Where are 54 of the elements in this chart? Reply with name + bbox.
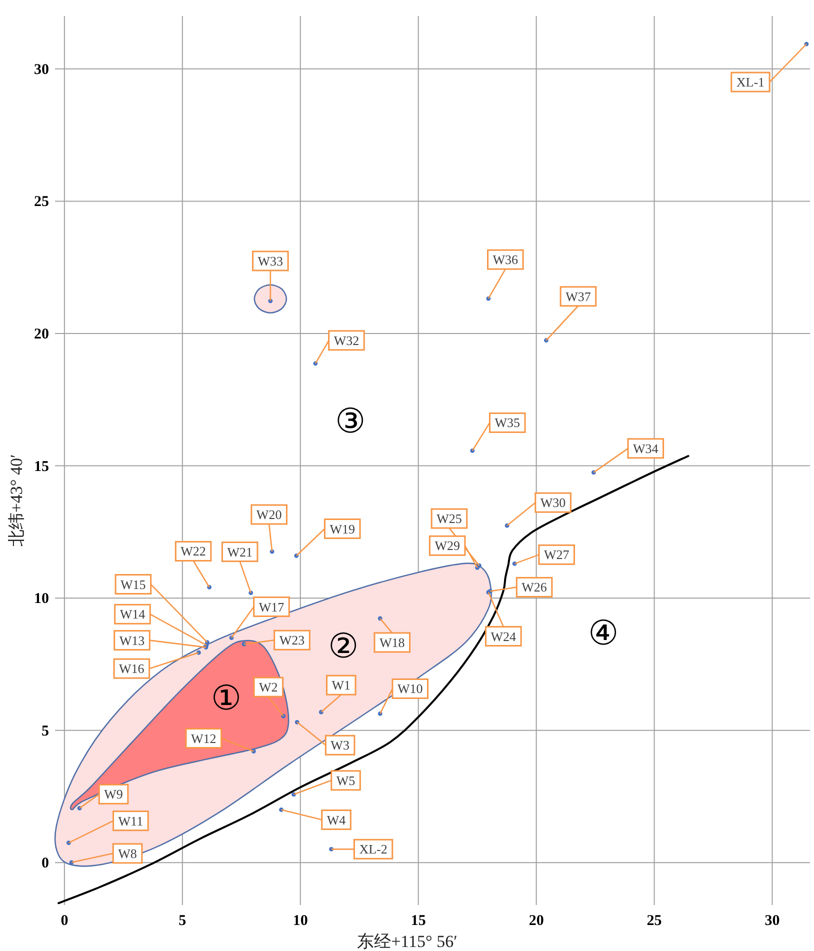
annotation: W24: [490, 628, 517, 644]
annotation: XL-2: [359, 842, 388, 857]
annotation: ②: [328, 626, 359, 666]
annotation: W11: [118, 813, 144, 828]
annotation: ③: [335, 401, 366, 442]
y-tick-label: 0: [42, 856, 49, 872]
annotation: W17: [258, 599, 285, 614]
annotation: W34: [633, 440, 659, 456]
x-tick-label: 25: [646, 913, 662, 929]
annotation: W4: [326, 812, 346, 828]
annotation: XL-1: [736, 74, 765, 90]
annotation: W15: [120, 576, 146, 592]
x-tick-label: 5: [178, 913, 186, 929]
annotation: W10: [397, 681, 423, 696]
x-tick-label: 0: [60, 913, 68, 929]
y-axis-title: 北纬+43° 40′: [7, 454, 26, 547]
annotation: ①: [211, 678, 242, 719]
annotation: W36: [492, 252, 519, 268]
x-tick-label: 20: [528, 913, 544, 929]
annotation: ④: [588, 614, 619, 654]
annotation: W20: [256, 507, 282, 522]
annotation: W32: [334, 332, 360, 348]
annotation: W16: [119, 661, 145, 676]
x-axis-title: 东经+115° 56′: [357, 932, 458, 951]
annotation: W5: [336, 772, 356, 788]
x-tick-label: 10: [292, 913, 308, 929]
annotation: W22: [180, 544, 206, 559]
annotation: W35: [494, 415, 520, 430]
annotation: W27: [544, 547, 570, 562]
annotation: W19: [330, 521, 356, 536]
x-tick-label: 15: [410, 913, 426, 929]
y-tick-label: 15: [34, 458, 49, 475]
annotation: W18: [379, 634, 405, 650]
y-tick-label: 20: [34, 326, 49, 342]
annotation: W26: [522, 580, 548, 595]
annotation: W8: [118, 846, 137, 861]
annotation: W12: [191, 730, 216, 746]
x-tick-label: 30: [764, 913, 780, 929]
y-tick-label: 25: [34, 194, 49, 210]
y-tick-label: 5: [42, 723, 49, 740]
annotation: W21: [227, 544, 252, 560]
annotation: W2: [258, 680, 278, 695]
y-tick-label: 30: [34, 62, 49, 78]
annotation: W33: [258, 253, 284, 268]
annotation: W1: [332, 678, 351, 693]
annotation: W30: [540, 495, 566, 510]
annotation: W9: [104, 786, 123, 802]
annotation: W37: [566, 288, 592, 304]
y-tick-label: 10: [34, 591, 49, 608]
annotation: W29: [434, 538, 460, 554]
annotation: W3: [330, 738, 350, 753]
annotation: W13: [119, 632, 145, 648]
annotation: W25: [436, 511, 462, 526]
annotation: W14: [120, 606, 146, 622]
